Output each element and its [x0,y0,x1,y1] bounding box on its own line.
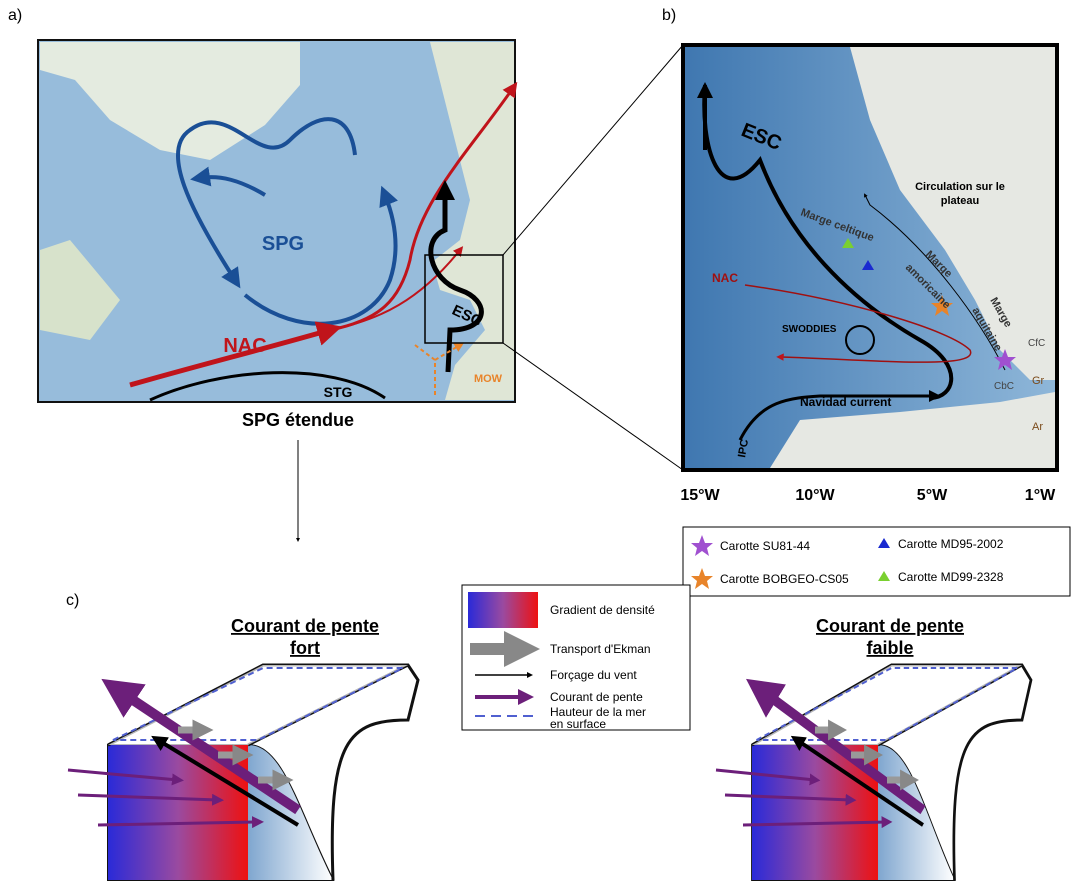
diagram-title: Courant de pente [231,616,379,636]
map-label: MOW [474,373,503,385]
panel-label: a) [8,7,22,24]
map-label: Gr [1032,375,1045,387]
map-label: Navidad current [800,395,891,409]
mow-arrow [414,345,460,395]
panel-label: c) [66,592,79,609]
nac-arrow [329,246,464,331]
panel-label: b) [662,7,676,24]
legend-gradient [468,592,538,628]
map-label: SPG [262,233,304,255]
zoom-box [424,254,504,344]
caption: SPG étendue [242,410,354,430]
europe [430,42,514,400]
diagram-title: faible [866,638,913,658]
map-label: NAC [223,335,266,357]
core-legend [682,526,1071,597]
stg-line [149,371,386,402]
diagram-title: Courant de pente [816,616,964,636]
core-md99 [842,238,854,248]
legend-marker [691,568,713,589]
swoddies-eddy [845,325,875,355]
zoom-line [502,342,684,471]
legend-label: en surface [550,717,606,731]
core-md95 [862,260,874,270]
shelf-arrow [864,193,1006,371]
legend-label: Gradient de densité [550,603,655,617]
map-label: SWODDIES [782,324,837,335]
diagram-strong [68,665,418,880]
esc-current [702,84,954,400]
legend-marker [878,538,890,548]
france-uk [850,47,1055,380]
legend-label: Carotte SU81-44 [720,539,810,553]
legend-marker [878,571,890,581]
longitude-label: 10°W [795,487,835,504]
diagram-title: fort [290,638,320,658]
legend-label: Forçage du vent [550,668,637,682]
core-bobgeo [931,295,953,316]
map-label: STG [324,384,353,400]
spg-arrow [243,185,398,326]
esc-arrow [428,180,484,373]
core-su81-44 [994,349,1016,370]
map-b-frame [681,43,1059,472]
map-label: Ar [1032,421,1043,433]
spain [770,392,1055,468]
longitude-label: 5°W [917,487,948,504]
map-label: IPC [736,438,751,458]
legend-label: Carotte MD95-2002 [898,537,1004,551]
map-label: CbC [994,381,1014,392]
map-label: NAC [712,271,738,285]
map-label: Circulation sur le [915,181,1005,193]
legend-marker [691,535,713,556]
map-label: CfC [1028,338,1045,349]
legend-label: Carotte BOBGEO-CS05 [720,572,849,586]
map-label: plateau [941,195,980,207]
diagram-weak [716,665,1031,880]
spg-arrow [175,117,357,289]
legend-label: Carotte MD99-2328 [898,570,1004,584]
longitude-label: 1°W [1025,487,1056,504]
nac-b [744,284,972,363]
north-america [40,240,120,340]
spg-arrow [190,166,267,197]
longitude-label: 15°W [680,487,720,504]
nac-arrow [129,321,343,388]
legend-label: Hauteur de la mer [550,705,646,719]
legend-label: Courant de pente [550,690,643,704]
navidad-arrow [738,390,941,441]
nac-arrow [329,81,518,332]
zoom-line [502,44,684,256]
legend-label: Transport d'Ekman [550,642,651,656]
